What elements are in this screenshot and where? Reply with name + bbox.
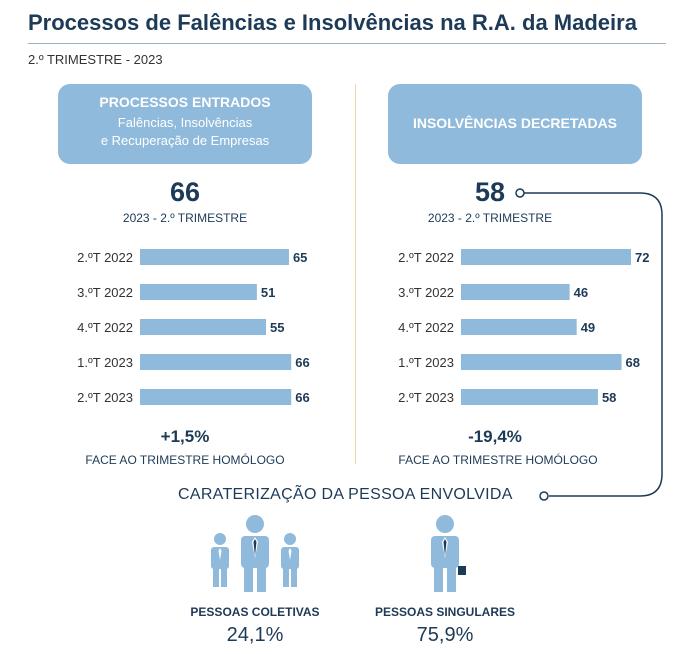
caraterizacao-title: CARATERIZAÇÃO DA PESSOA ENVOLVIDA — [178, 486, 513, 503]
bar-value-label: 46 — [574, 285, 588, 300]
insolvencias-change-caption: FACE AO TRIMESTRE HOMÓLOGO — [398, 453, 598, 467]
bar-value-label: 55 — [270, 320, 284, 335]
bar — [140, 284, 257, 300]
processos-change-caption: FACE AO TRIMESTRE HOMÓLOGO — [85, 453, 285, 467]
category-label: 2.ºT 2023 — [398, 390, 454, 405]
bar — [461, 354, 622, 370]
bar — [140, 389, 292, 405]
category-label: 2.ºT 2022 — [77, 250, 133, 265]
insolvencias-decretadas-title: INSOLVÊNCIAS DECRETADAS — [412, 115, 618, 131]
singulares-label: PESSOAS SINGULARES — [374, 605, 516, 619]
page-subtitle: 2.º TRIMESTRE - 2023 — [28, 52, 163, 67]
bar-value-label: 72 — [635, 250, 649, 265]
bar-value-label: 51 — [261, 285, 275, 300]
bar — [461, 249, 631, 265]
people-group-icon — [211, 515, 299, 592]
category-label: 2.ºT 2023 — [77, 390, 133, 405]
processos-entrados-sub2: e Recuperação de Empresas — [100, 133, 270, 148]
bar-value-label: 49 — [581, 320, 595, 335]
category-label: 1.ºT 2023 — [398, 355, 454, 370]
processos-entrados-title: PROCESSOS ENTRADOS — [99, 94, 271, 110]
processos-total-caption: 2023 - 2.º TRIMESTRE — [122, 211, 248, 225]
processos-entrados-sub1: Falências, Insolvências — [117, 115, 253, 130]
category-label: 3.ºT 2022 — [398, 285, 454, 300]
bar-value-label: 65 — [293, 250, 307, 265]
panel-divider — [355, 84, 356, 464]
title-divider — [28, 43, 666, 44]
processos-bar-chart: 2.ºT 2022 65 3.ºT 2022 51 4.ºT 2022 55 1.ºT 20… — [77, 249, 310, 405]
bar-value-label: 58 — [602, 390, 616, 405]
processos-total: 66 — [169, 177, 201, 207]
insolvencias-total: 58 — [474, 177, 506, 207]
bar — [140, 249, 289, 265]
insolvencias-decretadas-header: INSOLVÊNCIAS DECRETADAS — [388, 84, 642, 164]
singulares-value: 75,9% — [416, 624, 474, 646]
page-title: Processos de Falências e Insolvências na… — [28, 10, 637, 35]
bar — [461, 389, 598, 405]
category-label: 4.ºT 2022 — [77, 320, 133, 335]
bar-value-label: 66 — [295, 355, 309, 370]
bar — [140, 319, 267, 335]
person-single-icon — [431, 515, 466, 592]
insolvencias-total-caption: 2023 - 2.º TRIMESTRE — [427, 211, 553, 225]
category-label: 1.ºT 2023 — [77, 355, 133, 370]
insolvencias-bar-chart: 2.ºT 2022 72 3.ºT 2022 46 4.ºT 2022 49 1.ºT 20… — [398, 249, 649, 405]
category-label: 4.ºT 2022 — [398, 320, 454, 335]
processos-change: +1,5% — [160, 427, 210, 446]
category-label: 3.ºT 2022 — [77, 285, 133, 300]
coletivas-value: 24,1% — [226, 624, 284, 646]
category-label: 2.ºT 2022 — [398, 250, 454, 265]
coletivas-label: PESSOAS COLETIVAS — [190, 605, 320, 619]
bar-value-label: 68 — [626, 355, 640, 370]
bar — [461, 319, 577, 335]
insolvencias-change: -19,4% — [468, 427, 522, 446]
processos-entrados-header: PROCESSOS ENTRADOS Falências, Insolvênci… — [58, 84, 312, 164]
bar — [140, 354, 292, 370]
bar — [461, 284, 570, 300]
bar-value-label: 66 — [295, 390, 309, 405]
